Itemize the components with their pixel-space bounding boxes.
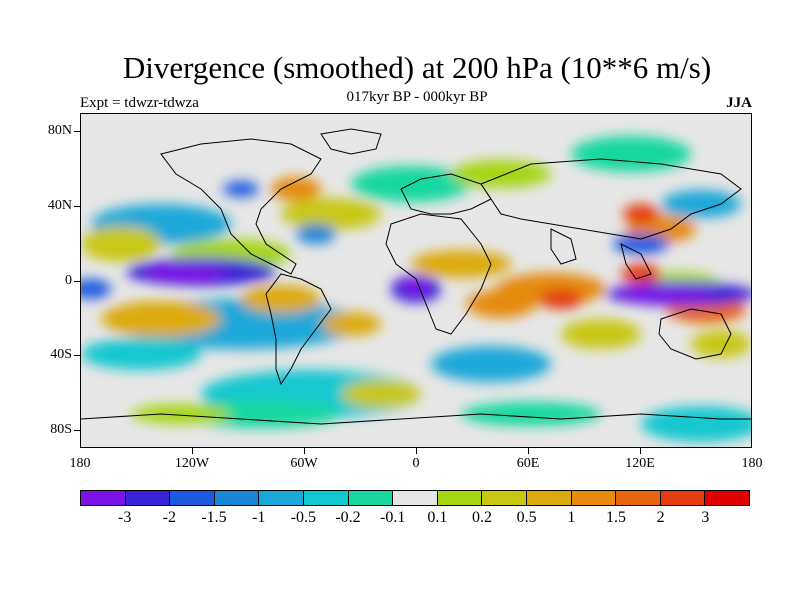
colorbar-label: -2 xyxy=(162,509,176,526)
colorbar-label: -0.5 xyxy=(290,509,316,526)
colorbar xyxy=(80,490,750,506)
colorbar-label: -0.1 xyxy=(379,509,406,526)
lat-label-80n: 80N xyxy=(47,123,72,138)
lon-label-60w: 60W xyxy=(290,456,318,471)
lon-tick xyxy=(304,448,305,454)
colorbar-label: 0.2 xyxy=(472,509,492,526)
lat-tick xyxy=(74,430,80,431)
colorbar-swatch xyxy=(393,491,438,505)
colorbar-swatch xyxy=(81,491,126,505)
colorbar-swatch xyxy=(660,491,706,505)
colorbar-label: 3 xyxy=(701,509,710,526)
season-label: JJA xyxy=(726,95,752,111)
plot-subtitle: 017kyr BP - 000kyr BP xyxy=(346,89,488,105)
colorbar-swatch xyxy=(214,491,260,505)
lon-label-60e: 60E xyxy=(516,456,540,471)
colorbar-label: -1.5 xyxy=(201,509,227,526)
colorbar-label: -3 xyxy=(117,509,132,526)
colorbar-label: 0.1 xyxy=(427,509,448,526)
lon-tick xyxy=(416,448,417,454)
colorbar-swatch xyxy=(259,491,304,505)
lat-tick xyxy=(74,206,80,207)
coastlines xyxy=(81,128,751,425)
divergence-field xyxy=(81,136,751,442)
colorbar-label: 1.5 xyxy=(606,509,626,526)
experiment-label: Expt = tdwzr-tdwza xyxy=(80,95,199,111)
lon-label-180w: 180 xyxy=(69,456,91,471)
lon-tick xyxy=(528,448,529,454)
lon-label-120w: 120W xyxy=(174,456,210,471)
colorbar-swatch xyxy=(616,491,661,505)
colorbar-swatch xyxy=(170,491,215,505)
colorbar-label: 0.5 xyxy=(516,509,537,526)
colorbar-label: -0.2 xyxy=(335,509,361,526)
lat-label-40n: 40N xyxy=(47,198,72,213)
colorbar-swatch xyxy=(482,491,527,505)
colorbar-swatch xyxy=(526,491,572,505)
lat-label-40s: 40S xyxy=(50,347,72,362)
colorbar-swatch xyxy=(705,491,749,505)
lat-label-80s: 80S xyxy=(50,422,72,437)
colorbar-label: -1 xyxy=(251,509,266,526)
divergence-map xyxy=(81,114,751,447)
lon-label-0: 0 xyxy=(412,456,420,471)
map-plot-area xyxy=(80,113,752,448)
lon-label-120e: 120E xyxy=(625,456,655,471)
colorbar-swatch xyxy=(571,491,617,505)
lat-label-0: 0 xyxy=(65,273,72,288)
colorbar-label: 2 xyxy=(656,509,665,526)
colorbar-label: 1 xyxy=(567,509,576,526)
colorbar-swatch xyxy=(125,491,171,505)
lat-tick xyxy=(74,281,80,282)
colorbar-swatch xyxy=(437,491,483,505)
lon-tick xyxy=(640,448,641,454)
lat-tick xyxy=(74,131,80,132)
lon-label-180e: 180 xyxy=(741,456,763,471)
lon-tick xyxy=(192,448,193,454)
lat-tick xyxy=(74,355,80,356)
colorbar-swatch xyxy=(348,491,394,505)
colorbar-swatch xyxy=(303,491,349,505)
plot-title: Divergence (smoothed) at 200 hPa (10**6 … xyxy=(122,50,712,85)
